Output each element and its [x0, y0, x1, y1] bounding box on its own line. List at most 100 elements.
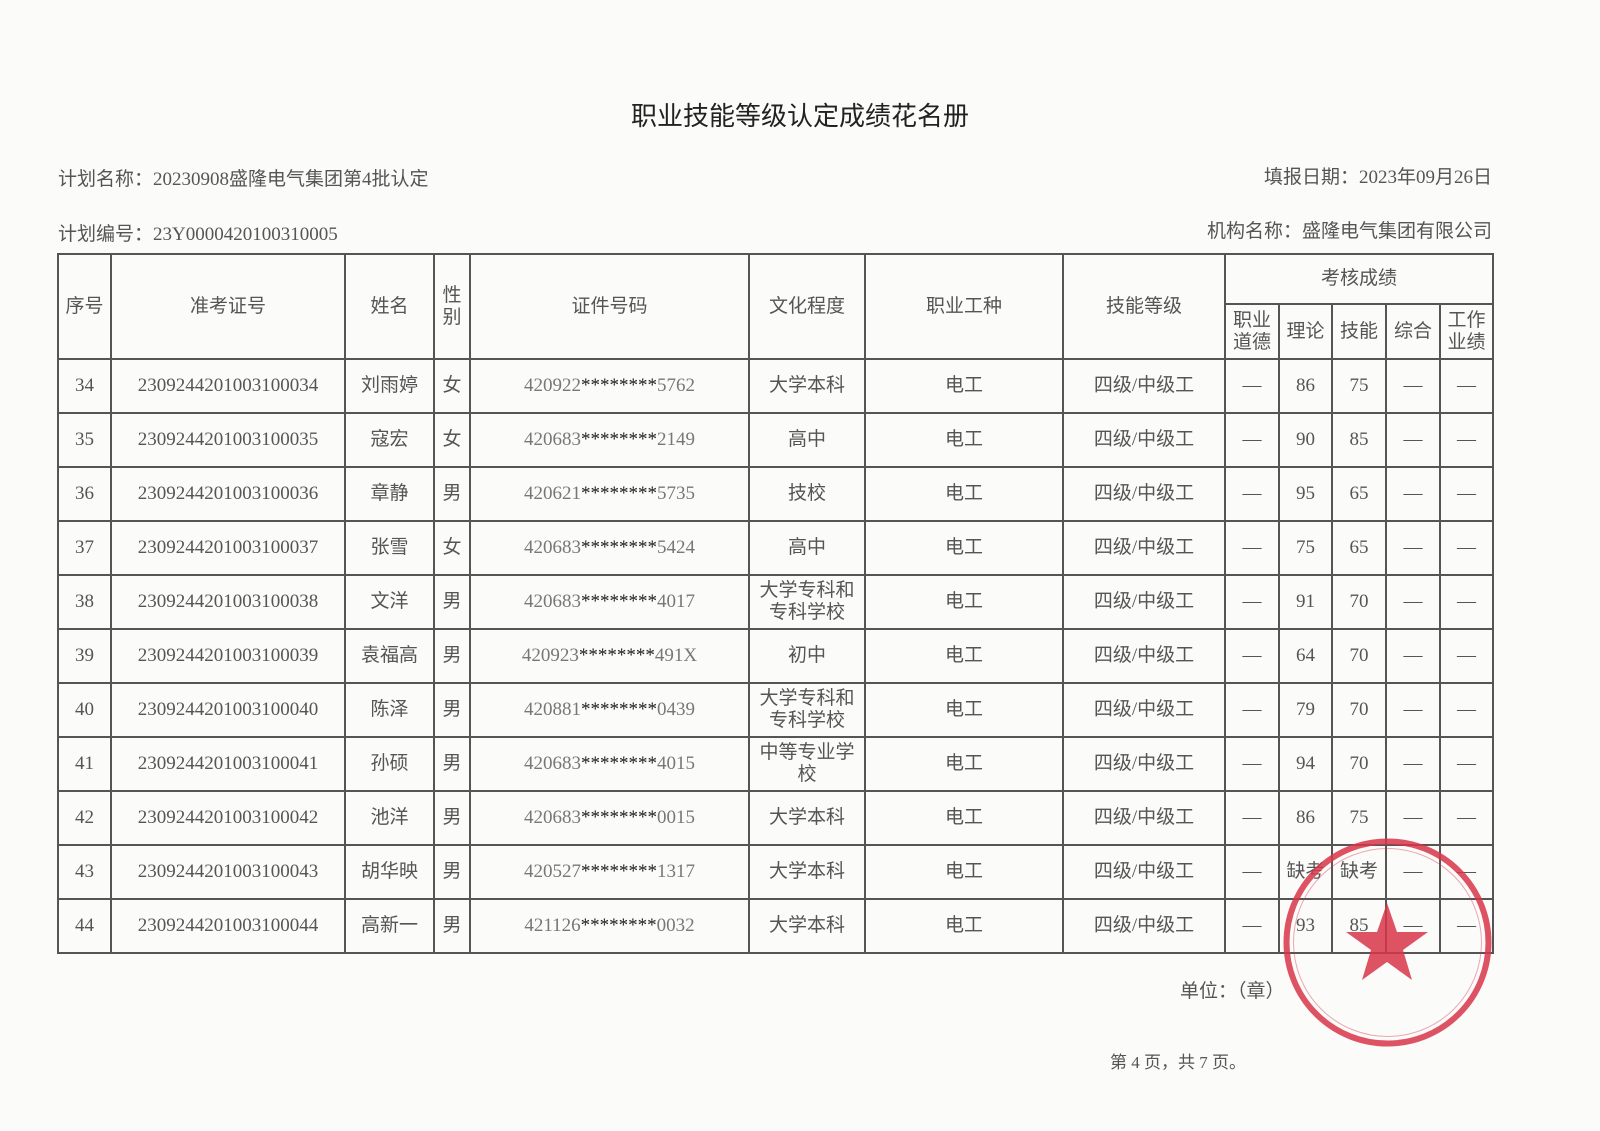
cell-seq: 38	[57, 574, 112, 630]
cell-education: 大学专科和专科学校	[748, 682, 866, 738]
id-mask: ********	[578, 645, 655, 666]
header-skill: 技能	[1331, 303, 1387, 360]
cell-education: 技校	[748, 466, 866, 522]
header-overall: 综合	[1385, 303, 1441, 360]
id-prefix: 420527	[524, 861, 581, 882]
cell-id-no: 420881********0439	[469, 682, 750, 738]
id-suffix: 491X	[654, 645, 698, 666]
cell-performance: —	[1439, 520, 1494, 576]
id-suffix: 4017	[657, 591, 695, 612]
cell-education: 初中	[748, 628, 866, 684]
cell-education: 大学本科	[748, 844, 866, 900]
cell-education: 中等专业学校	[748, 736, 866, 792]
cell-theory: 75	[1278, 520, 1333, 576]
cell-level: 四级/中级工	[1062, 412, 1226, 468]
id-suffix: 0032	[656, 915, 695, 936]
cell-seq: 42	[57, 790, 112, 846]
id-suffix: 5424	[657, 537, 695, 558]
org-name: 机构名称：盛隆电气集团有限公司	[1206, 221, 1492, 242]
header-scores: 考核成绩	[1224, 253, 1494, 305]
cell-performance: —	[1439, 358, 1494, 414]
id-suffix: 5762	[657, 375, 695, 396]
cell-name: 寇宏	[344, 412, 435, 468]
cell-ethics: —	[1224, 844, 1280, 900]
header-exam-no: 准考证号	[110, 253, 346, 360]
cell-exam-no: 2309244201003100043	[110, 844, 346, 900]
cell-id-no: 420683********4015	[469, 736, 750, 792]
plan-number: 计划编号：23Y0000420100310005	[58, 224, 338, 245]
cell-ethics: —	[1224, 682, 1280, 738]
cell-level: 四级/中级工	[1062, 628, 1226, 684]
cell-ethics: —	[1224, 790, 1280, 846]
cell-performance: —	[1439, 898, 1494, 954]
id-mask: ********	[581, 375, 657, 396]
cell-overall: —	[1385, 466, 1441, 522]
unit-seal-label: 单位：（章）	[1180, 981, 1285, 1002]
cell-ethics: —	[1224, 574, 1280, 630]
id-prefix: 420683	[524, 429, 581, 450]
cell-occupation: 电工	[864, 736, 1064, 792]
cell-seq: 39	[57, 628, 112, 684]
id-mask: ********	[581, 429, 657, 450]
table-row: 43 2309244201003100043 胡华映男 420527********1…	[57, 844, 1494, 900]
cell-id-no: 420527********1317	[469, 844, 750, 900]
cell-gender: 女	[433, 358, 471, 414]
id-mask: ********	[581, 807, 657, 828]
cell-id-no: 420683********5424	[469, 520, 750, 576]
cell-theory: 64	[1278, 628, 1333, 684]
cell-occupation: 电工	[864, 898, 1064, 954]
cell-occupation: 电工	[864, 466, 1064, 522]
cell-overall: —	[1385, 358, 1441, 414]
table-row: 42 2309244201003100042 池洋男 420683********00…	[57, 790, 1494, 846]
cell-id-no: 420683********4017	[469, 574, 750, 630]
cell-name: 章静	[344, 466, 435, 522]
cell-education: 高中	[748, 520, 866, 576]
cell-ethics: —	[1224, 898, 1280, 954]
cell-overall: —	[1385, 574, 1441, 630]
cell-seq: 43	[57, 844, 112, 900]
cell-overall: —	[1385, 628, 1441, 684]
id-prefix: 420683	[524, 753, 581, 774]
cell-gender: 男	[433, 574, 471, 630]
cell-level: 四级/中级工	[1062, 520, 1226, 576]
header-occupation: 职业工种	[864, 253, 1064, 360]
cell-theory: 93	[1278, 898, 1333, 954]
cell-performance: —	[1439, 844, 1494, 900]
cell-id-no: 420923********491X	[469, 628, 750, 684]
cell-performance: —	[1439, 628, 1494, 684]
cell-gender: 男	[433, 628, 471, 684]
cell-occupation: 电工	[864, 412, 1064, 468]
cell-gender: 男	[433, 682, 471, 738]
page-info: 第 4 页，共 7 页。	[1110, 1053, 1246, 1072]
id-mask: ********	[581, 537, 657, 558]
cell-gender: 男	[433, 466, 471, 522]
cell-overall: —	[1385, 844, 1441, 900]
cell-exam-no: 2309244201003100041	[110, 736, 346, 792]
cell-occupation: 电工	[864, 628, 1064, 684]
cell-theory: 79	[1278, 682, 1333, 738]
header-education: 文化程度	[748, 253, 866, 360]
cell-performance: —	[1439, 574, 1494, 630]
table-row: 37 2309244201003100037 张雪女 420683********54…	[57, 520, 1494, 576]
cell-occupation: 电工	[864, 520, 1064, 576]
id-prefix: 420683	[524, 807, 581, 828]
id-suffix: 0015	[657, 807, 695, 828]
header-ethics: 职业道德	[1224, 303, 1280, 360]
header-name: 姓名	[344, 253, 435, 360]
cell-skill: 缺考	[1331, 844, 1387, 900]
cell-level: 四级/中级工	[1062, 682, 1226, 738]
cell-ethics: —	[1224, 736, 1280, 792]
table-row: 41 2309244201003100041 孙硕男 420683********40…	[57, 736, 1494, 792]
cell-exam-no: 2309244201003100037	[110, 520, 346, 576]
header-theory: 理论	[1278, 303, 1333, 360]
cell-gender: 男	[433, 898, 471, 954]
id-suffix: 1317	[657, 861, 695, 882]
id-prefix: 421126	[524, 915, 581, 936]
cell-skill: 70	[1331, 574, 1387, 630]
id-prefix: 420922	[524, 375, 581, 396]
cell-education: 大学本科	[748, 790, 866, 846]
cell-name: 张雪	[344, 520, 435, 576]
score-roster-table: 序号 准考证号 姓名 性别 证件号码 文化程度 职业工种 技能等级 考核成绩 职…	[57, 253, 1494, 954]
cell-name: 刘雨婷	[344, 358, 435, 414]
cell-seq: 34	[57, 358, 112, 414]
